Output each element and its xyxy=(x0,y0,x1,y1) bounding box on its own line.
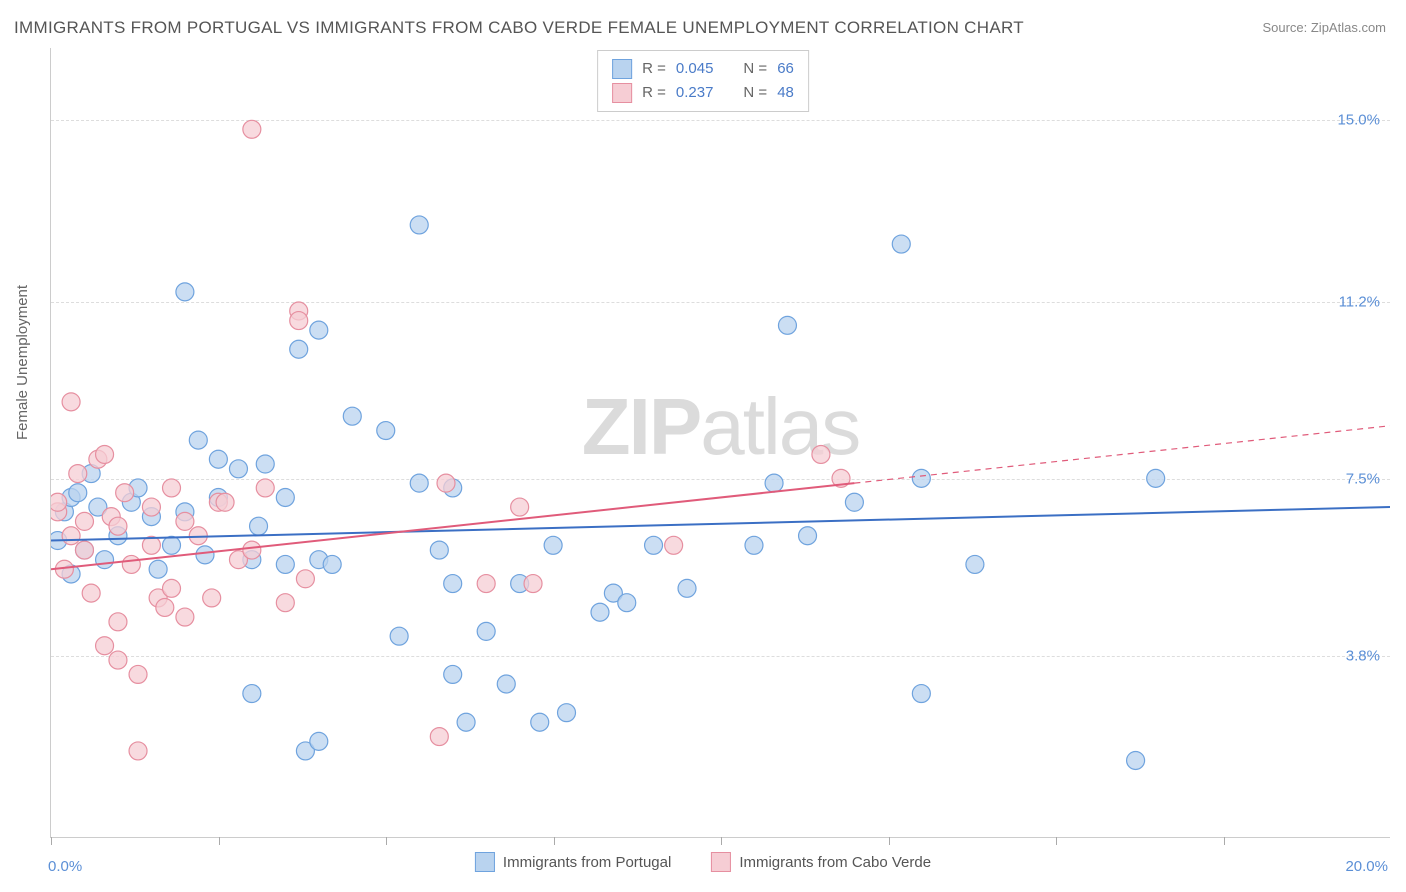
n-label: N = xyxy=(743,57,767,81)
swatch-portugal xyxy=(475,852,495,872)
legend-item-portugal: Immigrants from Portugal xyxy=(475,852,671,872)
swatch-caboverde xyxy=(711,852,731,872)
y-axis-title: Female Unemployment xyxy=(14,285,31,440)
legend-label-portugal: Immigrants from Portugal xyxy=(503,854,671,871)
n-label: N = xyxy=(743,81,767,105)
legend-item-caboverde: Immigrants from Cabo Verde xyxy=(711,852,931,872)
r-value-caboverde: 0.237 xyxy=(676,81,714,105)
legend-label-caboverde: Immigrants from Cabo Verde xyxy=(739,854,931,871)
r-value-portugal: 0.045 xyxy=(676,57,714,81)
x-max-label: 20.0% xyxy=(1345,858,1388,875)
swatch-portugal xyxy=(612,59,632,79)
r-label: R = xyxy=(642,57,666,81)
r-label: R = xyxy=(642,81,666,105)
plot-area: ZIPatlas 3.8%7.5%11.2%15.0% xyxy=(50,48,1390,838)
legend-row-portugal: R = 0.045 N = 66 xyxy=(612,57,794,81)
n-value-caboverde: 48 xyxy=(777,81,794,105)
series-legend: Immigrants from Portugal Immigrants from… xyxy=(475,852,931,872)
chart-svg xyxy=(51,48,1390,837)
n-value-portugal: 66 xyxy=(777,57,794,81)
chart-title: IMMIGRANTS FROM PORTUGAL VS IMMIGRANTS F… xyxy=(14,18,1024,38)
legend-row-caboverde: R = 0.237 N = 48 xyxy=(612,81,794,105)
correlation-legend: R = 0.045 N = 66 R = 0.237 N = 48 xyxy=(597,50,809,112)
x-min-label: 0.0% xyxy=(48,858,82,875)
swatch-caboverde xyxy=(612,83,632,103)
source-attribution: Source: ZipAtlas.com xyxy=(1262,20,1386,35)
